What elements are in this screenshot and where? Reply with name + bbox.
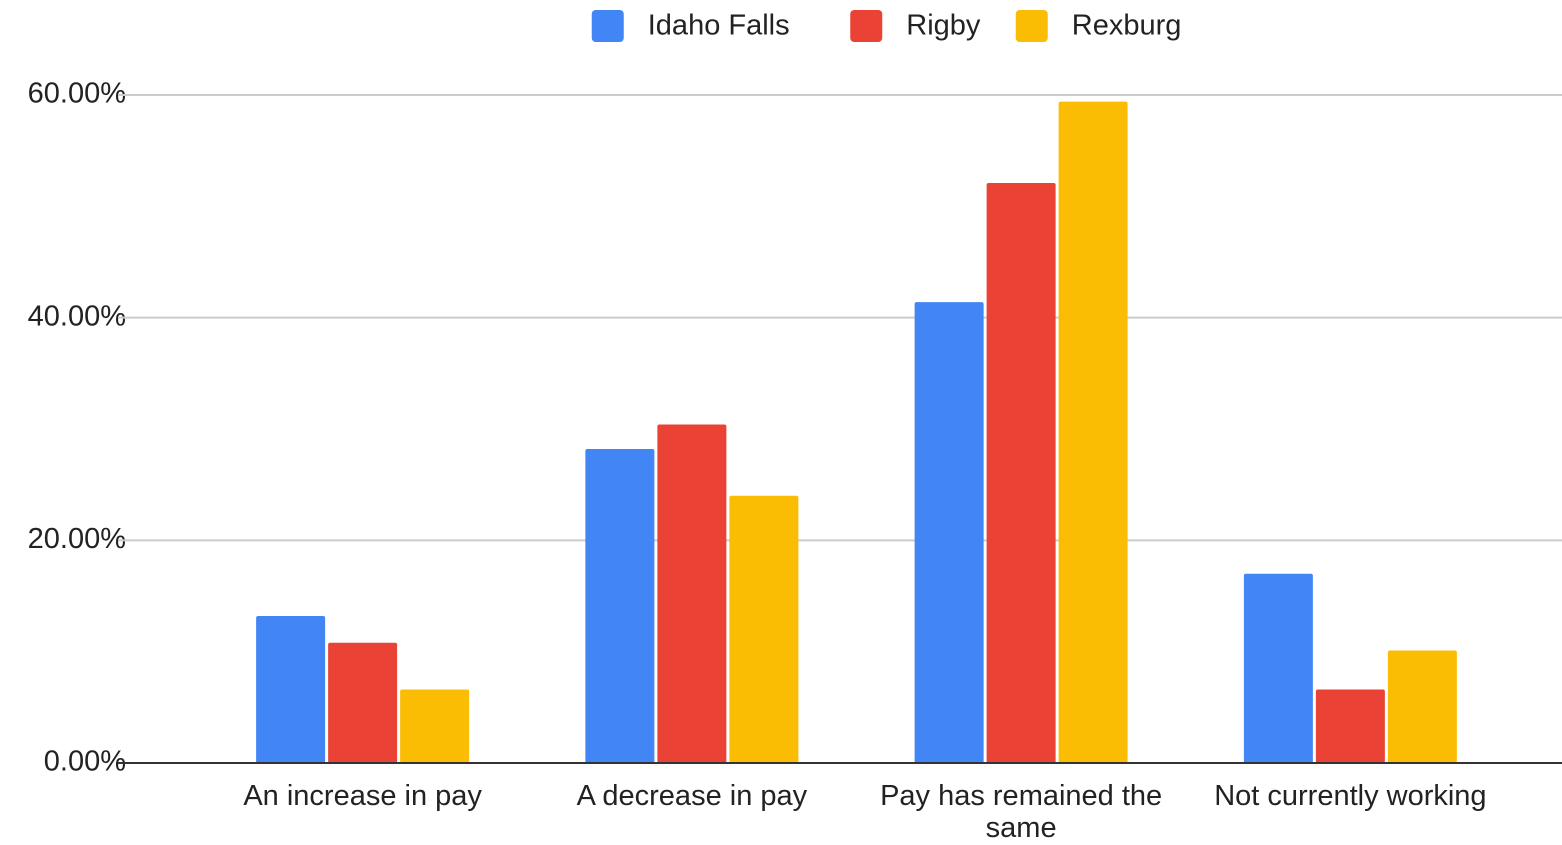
legend-swatch [591,10,624,42]
y-tick-label: 40.00% [28,300,126,332]
legend-swatch [1015,10,1048,42]
legend-label: Rigby [906,10,981,42]
x-tick-label: Not currently working [1214,780,1487,812]
x-tick-label: A decrease in pay [576,780,808,812]
bar [1058,101,1128,764]
bar [1243,573,1313,763]
y-tick-label: 20.00% [28,523,126,555]
legend-swatch [850,10,883,42]
bar [256,616,326,763]
bar [400,689,470,763]
bar [1315,689,1385,763]
x-tick-label: An increase in pay [243,780,482,812]
x-tick-label: Pay has remained the same [880,780,1163,844]
legend-label: Idaho Falls [648,10,790,42]
bar [657,424,727,763]
legend-label: Rexburg [1072,10,1182,42]
bar [328,642,398,763]
bar [1387,650,1457,763]
y-tick-label: 60.00% [28,78,126,110]
bar [914,302,984,763]
bar [585,449,655,763]
bar [986,182,1056,763]
y-tick-label: 0.00% [44,746,126,778]
bar [729,495,799,763]
